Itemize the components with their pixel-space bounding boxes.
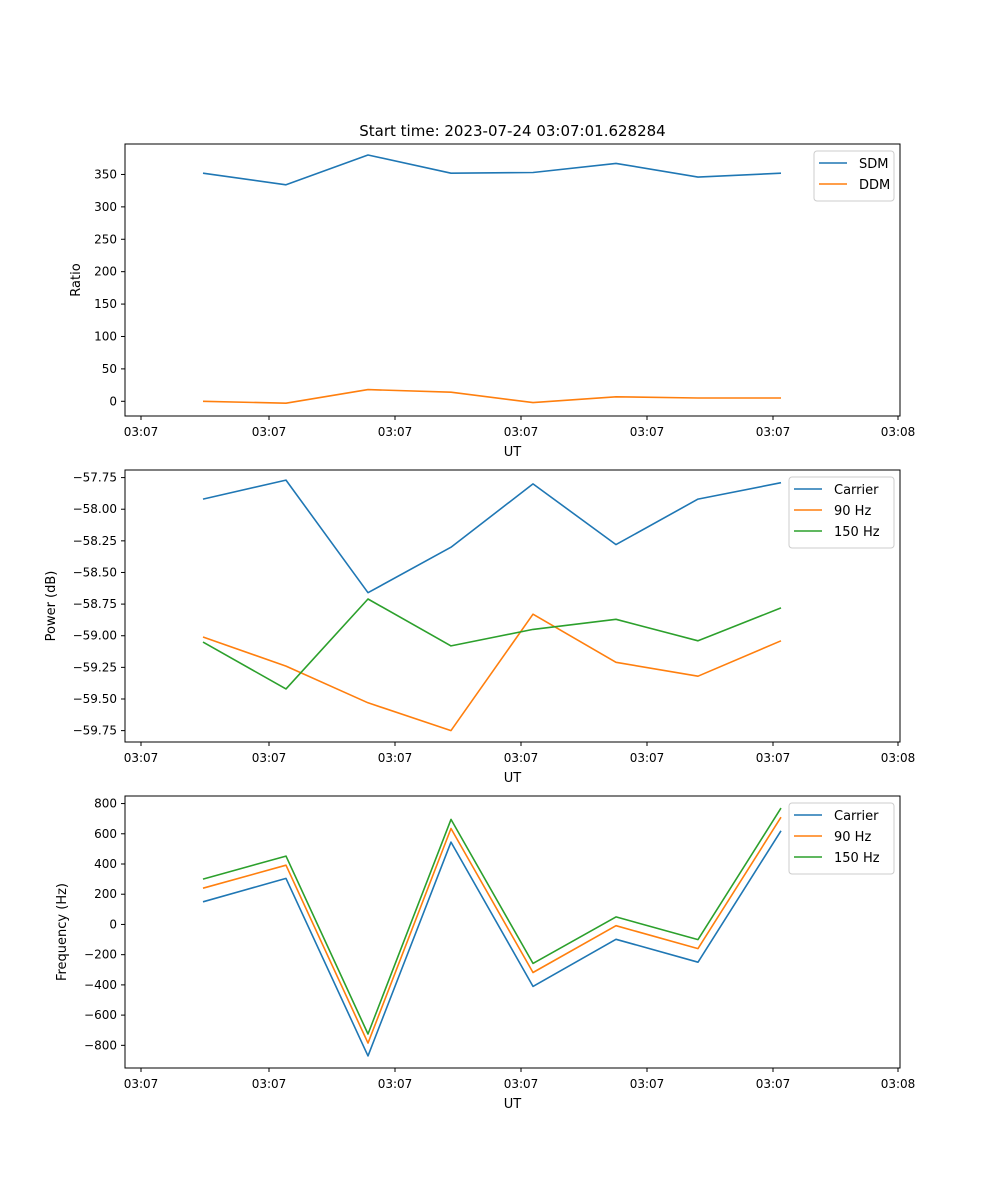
x-tick-label: 03:07	[124, 1077, 159, 1091]
legend-label: Carrier	[834, 809, 879, 824]
y-tick-label: −58.25	[73, 534, 117, 548]
x-axis-label: UT	[504, 445, 522, 460]
series-line-90-hz	[202, 613, 782, 732]
y-tick-label: −58.50	[73, 565, 117, 579]
x-tick-label: 03:07	[378, 1077, 413, 1091]
x-tick-label: 03:07	[504, 425, 539, 439]
x-tick-label: 03:07	[252, 1077, 287, 1091]
panels: 03:07 03:07 03:07 03:07 03:07 03:07 03:08 0 50 10…	[44, 143, 916, 1112]
legend: SDM DDM	[813, 150, 895, 202]
y-axis-label: Ratio	[69, 263, 84, 296]
y-tick-label: 300	[94, 200, 117, 214]
series-line-150-hz	[202, 807, 782, 1035]
series-line-150-hz	[202, 598, 782, 690]
legend: Carrier 90 Hz 150 Hz	[788, 476, 895, 549]
y-tick-label: −58.00	[73, 502, 117, 516]
x-tick-label: 03:07	[630, 1077, 665, 1091]
y-tick-label: −800	[84, 1038, 117, 1052]
y-axis-label: Frequency (Hz)	[55, 883, 70, 981]
y-tick-label: −59.25	[73, 660, 117, 674]
x-tick-label: 03:07	[252, 425, 287, 439]
y-tick-label: 250	[94, 232, 117, 246]
chart-title: Start time: 2023-07-24 03:07:01.628284	[359, 122, 665, 140]
axes-frame	[124, 795, 901, 1069]
x-axis-label: UT	[504, 771, 522, 786]
x-tick-label: 03:07	[124, 425, 159, 439]
y-tick-label: 150	[94, 297, 117, 311]
x-tick-label: 03:07	[630, 751, 665, 765]
series-line-sdm	[202, 154, 782, 186]
y-tick-label: 800	[94, 797, 117, 811]
x-tick-label: 03:07	[378, 425, 413, 439]
x-tick-label: 03:08	[881, 751, 916, 765]
x-tick-label: 03:07	[252, 751, 287, 765]
y-tick-label: 400	[94, 857, 117, 871]
x-tick-label: 03:07	[504, 751, 539, 765]
legend-label: 90 Hz	[834, 830, 871, 845]
y-tick-label: 200	[94, 887, 117, 901]
legend-label: DDM	[859, 178, 890, 193]
subplot-3: 03:07 03:07 03:07 03:07 03:07 03:07 03:08 −800 −…	[55, 795, 916, 1112]
x-tick-label: 03:08	[881, 1077, 916, 1091]
y-tick-label: 50	[102, 362, 117, 376]
y-tick-label: 100	[94, 329, 117, 343]
y-tick-label: −400	[84, 978, 117, 992]
series-line-carrier	[202, 479, 782, 594]
x-tick-label: 03:07	[756, 1077, 791, 1091]
y-tick-label: −200	[84, 948, 117, 962]
y-tick-label: 200	[94, 265, 117, 279]
axes-frame	[124, 469, 901, 743]
y-tick-label: 350	[94, 167, 117, 181]
x-axis-label: UT	[504, 1097, 522, 1112]
y-tick-label: 0	[109, 917, 117, 931]
legend-label: Carrier	[834, 483, 879, 498]
legend-label: 90 Hz	[834, 504, 871, 519]
y-tick-label: −59.75	[73, 724, 117, 738]
legend-label: 150 Hz	[834, 525, 880, 540]
y-tick-label: 0	[109, 394, 117, 408]
x-tick-label: 03:07	[756, 425, 791, 439]
y-tick-label: −59.50	[73, 692, 117, 706]
subplot-1: 03:07 03:07 03:07 03:07 03:07 03:07 03:08 0 50 10…	[69, 143, 916, 460]
y-tick-label: −58.75	[73, 597, 117, 611]
y-tick-label: −600	[84, 1008, 117, 1022]
x-tick-label: 03:08	[881, 425, 916, 439]
subplot-2: 03:07 03:07 03:07 03:07 03:07 03:07 03:08 −59.7…	[44, 469, 916, 786]
legend-label: SDM	[859, 157, 888, 172]
y-tick-label: −59.00	[73, 629, 117, 643]
x-tick-label: 03:07	[756, 751, 791, 765]
x-tick-label: 03:07	[630, 425, 665, 439]
y-tick-label: 600	[94, 827, 117, 841]
x-tick-label: 03:07	[504, 1077, 539, 1091]
x-tick-label: 03:07	[378, 751, 413, 765]
legend: Carrier 90 Hz 150 Hz	[788, 802, 895, 875]
series-line-90-hz	[202, 816, 782, 1044]
series-line-carrier	[202, 830, 782, 1057]
x-tick-label: 03:07	[124, 751, 159, 765]
axes-frame	[124, 143, 901, 417]
series-line-ddm	[202, 388, 781, 405]
y-axis-label: Power (dB)	[44, 571, 59, 642]
y-tick-label: −57.75	[73, 471, 117, 485]
legend-label: 150 Hz	[834, 851, 880, 866]
